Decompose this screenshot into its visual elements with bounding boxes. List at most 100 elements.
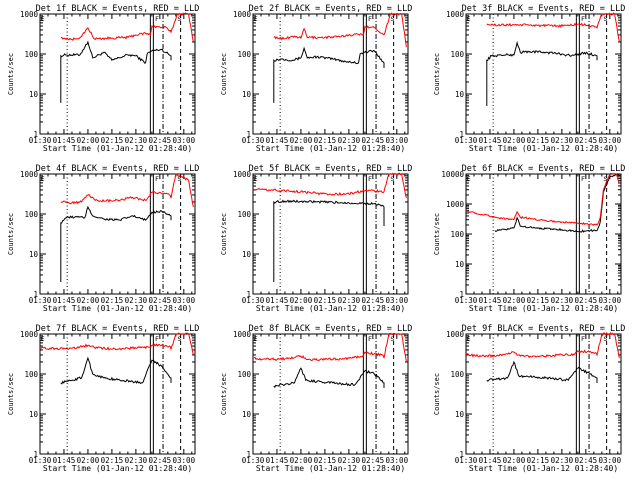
flag-label: E	[41, 175, 45, 183]
x-tick-label: 01:45	[479, 136, 502, 145]
x-tick-label: 01:30	[29, 136, 52, 145]
x-tick-label: 02:45	[362, 296, 385, 305]
y-tick-label: 1000	[233, 330, 252, 339]
panel-det-1: Det 1f BLACK = Events, RED = LLD 1 10 100 10…	[7, 4, 199, 153]
x-tick-label: 01:45	[266, 456, 289, 465]
y-tick-label: 100	[237, 210, 251, 219]
y-tick-label: 1000	[446, 330, 465, 339]
y-axis-label: Counts/sec	[433, 373, 441, 415]
flag-label: S	[177, 15, 181, 23]
y-tick-label: 10	[242, 250, 252, 259]
panel-det-7: Det 7f BLACK = Events, RED = LLD 1 10 100 10…	[7, 324, 199, 473]
y-axis-label: Counts/sec	[7, 373, 15, 415]
panel-det-3: Det 3f BLACK = Events, RED = LLD 1 10 100 10…	[433, 4, 625, 153]
panel-title: Det 5f BLACK = Events, RED = LLD	[249, 164, 413, 174]
x-tick-label: 02:30	[551, 456, 574, 465]
series-events-line	[60, 205, 172, 282]
y-tick-label: 1	[246, 130, 251, 139]
x-tick-label: 01:30	[29, 456, 52, 465]
panel-title: Det 8f BLACK = Events, RED = LLD	[249, 324, 413, 334]
x-tick-label: 02:30	[125, 456, 148, 465]
panel-title: Det 2f BLACK = Events, RED = LLD	[249, 4, 413, 14]
x-tick-label: 03:00	[599, 136, 622, 145]
series-lld-line	[252, 172, 407, 199]
y-tick-label: 10	[29, 410, 39, 419]
panel-det-9: Det 9f BLACK = Events, RED = LLD 1 10 100 10…	[433, 324, 625, 473]
series-lld-line	[273, 12, 407, 48]
x-tick-label: 02:00	[77, 136, 100, 145]
y-tick-label: 100	[450, 370, 464, 379]
series-events-line	[273, 367, 385, 388]
panel-det-4: Det 4f BLACK = Events, RED = LLD 1 10 100 10…	[7, 164, 199, 313]
plot-frame	[465, 173, 622, 295]
flag-label: S	[390, 175, 394, 183]
x-tick-label: 01:45	[53, 456, 76, 465]
flag-label: E	[254, 175, 258, 183]
x-axis-label: Start Time (01-Jan-12 01:28:40)	[43, 144, 192, 153]
flag-label: F	[581, 175, 585, 183]
x-tick-label: 02:15	[527, 136, 550, 145]
x-tick-label: 01:30	[242, 136, 265, 145]
y-tick-label: 1000	[446, 10, 465, 19]
x-tick-label: 03:00	[173, 296, 196, 305]
panel-det-2: Det 2f BLACK = Events, RED = LLD 1 10 100 10…	[220, 4, 412, 153]
x-tick-label: 02:00	[77, 456, 100, 465]
x-tick-label: 02:30	[338, 136, 361, 145]
flag-label: F	[155, 335, 159, 343]
x-tick-label: 02:15	[101, 456, 124, 465]
x-axis-label: Start Time (01-Jan-12 01:28:40)	[256, 304, 405, 313]
plot-frame	[39, 173, 196, 295]
x-tick-label: 02:30	[125, 296, 148, 305]
y-tick-label: 10	[29, 90, 39, 99]
y-axis-label: Counts/sec	[220, 373, 228, 415]
x-tick-label: 02:45	[575, 456, 598, 465]
y-tick-label: 10	[29, 250, 39, 259]
x-tick-label: 02:15	[314, 296, 337, 305]
plot-frame	[252, 173, 409, 295]
series-lld-line	[465, 331, 620, 359]
y-tick-label: 10000	[441, 170, 464, 179]
x-axis-label: Start Time (01-Jan-12 01:28:40)	[43, 464, 192, 473]
y-tick-label: 1	[459, 450, 464, 459]
x-axis-label: Start Time (01-Jan-12 01:28:40)	[256, 144, 405, 153]
x-tick-label: 01:30	[242, 456, 265, 465]
panel-title: Det 1f BLACK = Events, RED = LLD	[36, 4, 200, 14]
x-tick-label: 02:30	[125, 136, 148, 145]
x-tick-label: 02:45	[575, 136, 598, 145]
y-axis-label: Counts/sec	[220, 53, 228, 95]
plot-frame	[252, 333, 409, 455]
flag-label: E	[254, 335, 258, 343]
x-tick-label: 02:00	[290, 136, 313, 145]
flag-label: E	[41, 335, 45, 343]
x-tick-label: 03:00	[599, 456, 622, 465]
x-tick-label: 02:45	[149, 296, 172, 305]
x-tick-label: 01:30	[455, 136, 478, 145]
flag-label: F	[368, 15, 372, 23]
series-lld-line	[39, 332, 194, 356]
x-axis-label: Start Time (01-Jan-12 01:28:40)	[256, 464, 405, 473]
y-tick-label: 1000	[20, 330, 39, 339]
flag-label: E	[467, 175, 471, 183]
panel-title: Det 6f BLACK = Events, RED = LLD	[462, 164, 626, 174]
flag-label: F	[155, 175, 159, 183]
y-tick-label: 1000	[233, 170, 252, 179]
x-tick-label: 01:45	[266, 136, 289, 145]
x-tick-label: 03:00	[386, 136, 409, 145]
x-tick-label: 01:45	[479, 456, 502, 465]
x-tick-label: 01:30	[455, 296, 478, 305]
y-axis-label: Counts/sec	[220, 213, 228, 255]
x-tick-label: 02:00	[77, 296, 100, 305]
series-events-line	[273, 199, 385, 282]
plot-frame	[465, 333, 622, 455]
y-tick-label: 100	[24, 50, 38, 59]
x-tick-label: 03:00	[173, 136, 196, 145]
x-axis-label: Start Time (01-Jan-12 01:28:40)	[469, 464, 618, 473]
series-events-line	[273, 46, 385, 103]
x-tick-label: 02:15	[314, 136, 337, 145]
series-lld-line	[60, 12, 194, 43]
flag-label: S	[603, 15, 607, 23]
flag-label: S	[603, 335, 607, 343]
series-events-line	[60, 40, 172, 103]
x-axis-label: Start Time (01-Jan-12 01:28:40)	[43, 304, 192, 313]
x-tick-label: 02:15	[527, 296, 550, 305]
